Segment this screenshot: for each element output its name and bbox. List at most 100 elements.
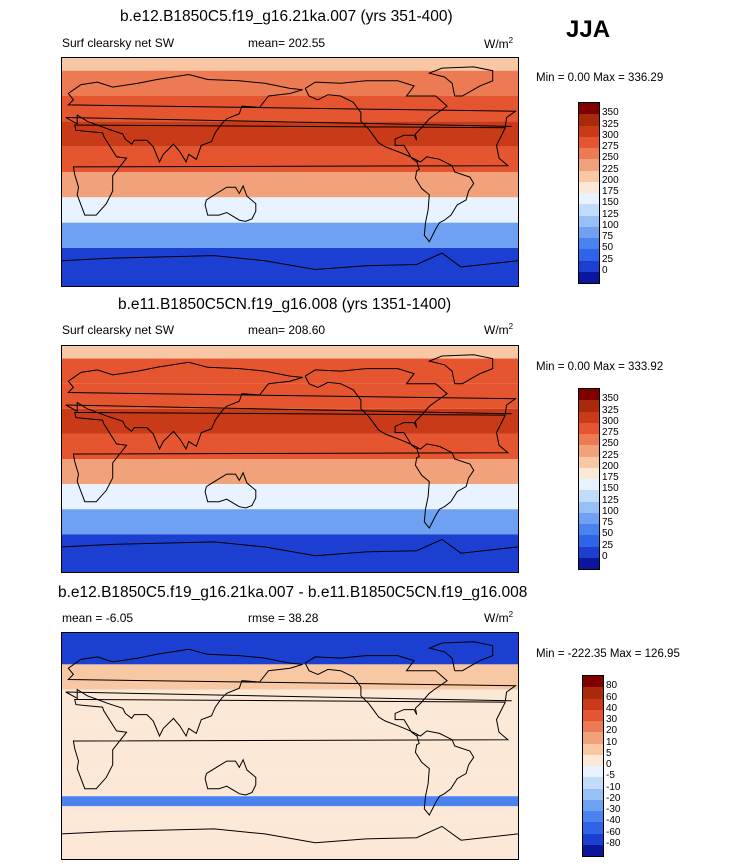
colorbar-tick-label: 75 (602, 231, 614, 242)
panel-3-map-svg (62, 633, 518, 859)
colorbar-tick-label: 25 (602, 539, 614, 551)
colorbar-tick-label: 30 (606, 714, 618, 725)
map-band-20s-20n (62, 720, 518, 772)
panel-3-title: b.e12.B1850C5.f19_g16.21ka.007 - b.e11.B… (58, 584, 528, 601)
coastline-6 (62, 252, 518, 271)
colorbar-segment (579, 512, 599, 525)
colorbar-segment (579, 193, 599, 205)
colorbar-tick-label: 225 (602, 449, 619, 461)
colorbar-tick-label: 175 (602, 186, 619, 197)
colorbar-segment (579, 226, 599, 239)
coastline-1 (65, 361, 518, 451)
map-band-0-20s (62, 459, 518, 485)
coastline-3 (427, 66, 494, 97)
colorbar-tick-label: 275 (602, 141, 619, 152)
coastline-6 (62, 538, 518, 557)
colorbar-tick-label: 225 (602, 163, 619, 175)
colorbar-tick-label: 175 (602, 472, 619, 483)
colorbar-segment (583, 687, 603, 699)
colorbar-tick-label: 150 (602, 483, 619, 495)
panel-1-variable-label: Surf clearsky net SW (62, 36, 175, 50)
panel-3-minmax: Min = -222.35 Max = 126.95 (536, 648, 680, 660)
colorbar-segment (579, 501, 599, 514)
panel-1-map-svg (62, 58, 518, 286)
map-band-20n-45n (62, 689, 518, 721)
coastline-3 (427, 641, 494, 672)
colorbar-segment (579, 159, 599, 171)
map-band-0-20s (62, 172, 518, 198)
panel-2-map-svg (62, 346, 518, 572)
colorbar-tick-label: 25 (602, 253, 614, 265)
colorbar-segment (579, 260, 599, 273)
season-label: JJA (566, 16, 611, 43)
coastline-4 (414, 156, 475, 243)
colorbar-tick-label: 300 (602, 415, 619, 427)
coastline-6 (62, 825, 518, 844)
coastline-0 (72, 699, 510, 790)
colorbar-tick-label: -80 (606, 837, 621, 849)
colorbar-segment (579, 422, 599, 435)
panel-1-mean-label: mean= 202.55 (248, 36, 326, 50)
colorbar-segment (583, 721, 603, 733)
colorbar-segment (579, 456, 599, 469)
colorbar-tick-label: -5 (606, 770, 615, 782)
colorbar-segment (579, 445, 599, 457)
map-band-20s-40s (62, 197, 518, 223)
coastline-0 (72, 124, 510, 216)
colorbar-tick-label: 250 (602, 152, 619, 164)
panel-2-mean-label: mean= 208.60 (248, 323, 326, 337)
colorbar-segment (583, 811, 603, 823)
coastline-2 (304, 80, 448, 163)
map-band-40s-60s (62, 222, 518, 248)
colorbar-tick-label: 60 (606, 691, 618, 703)
colorbar-tick-label: 125 (602, 494, 619, 506)
colorbar-segment (583, 799, 603, 812)
map-band-80n-90n (62, 58, 518, 71)
colorbar-segment (579, 114, 599, 126)
panel-2-minmax: Min = 0.00 Max = 333.92 (536, 361, 664, 373)
map-band-60n-80n (62, 358, 518, 384)
panel-2-colorbar: 350 325 300 275 250 225 200 175 150 125 100 75 50 25 0 (578, 388, 698, 570)
map-band-60s-48s (62, 806, 518, 822)
colorbar-segment (583, 676, 603, 688)
colorbar-segment (579, 238, 599, 250)
colorbar-tick-label: 50 (602, 528, 614, 540)
colorbar-segment (579, 400, 599, 412)
coastline-5 (204, 471, 257, 509)
map-band-80n-90n (62, 346, 518, 359)
colorbar-segment (583, 777, 603, 789)
colorbar-segment (579, 467, 599, 480)
colorbar-tick-label: 100 (602, 505, 619, 517)
map-band-40s-60s (62, 509, 518, 535)
colorbar-tick-label: 300 (602, 129, 619, 141)
coastline-5 (204, 758, 257, 796)
colorbar-tick-label: 350 (602, 107, 619, 119)
colorbar-tick-label: 200 (602, 460, 619, 472)
panel-3-rmse-label: rmse = 38.28 (248, 611, 319, 625)
colorbar-tick-label: 350 (602, 393, 619, 405)
coastline-4 (414, 730, 475, 817)
colorbar-tick-label: -10 (606, 781, 621, 793)
colorbar-tick-label: 200 (602, 174, 619, 186)
panel-1-unit-label: W/m2 (484, 36, 514, 51)
colorbar-segment (579, 170, 599, 183)
colorbar-segment (579, 535, 599, 547)
colorbar-segment (583, 698, 603, 711)
colorbar-segment (579, 181, 599, 194)
panel-3-mean-label: mean = -6.05 (62, 611, 134, 625)
panel-3-map (61, 632, 519, 860)
colorbar-tick-label: 75 (602, 517, 614, 528)
colorbar-segment (579, 215, 599, 228)
coastline-2 (304, 368, 448, 450)
colorbar-segment (579, 271, 599, 283)
map-band-20s-40s (62, 484, 518, 510)
colorbar-segment (579, 125, 599, 138)
colorbar-tick-label: 325 (602, 404, 619, 416)
map-band-0-20n (62, 146, 518, 172)
colorbar-tick-label: 50 (602, 242, 614, 254)
colorbar-segment (583, 788, 603, 801)
colorbar-tick-label: 0 (602, 550, 608, 562)
colorbar-tick-label: 250 (602, 438, 619, 450)
panel-3-colorbar: 80 60 40 30 20 10 5 0 -5 -10 -20 -30 -40 -60 -80 (582, 675, 702, 857)
colorbar-segment (579, 546, 599, 559)
